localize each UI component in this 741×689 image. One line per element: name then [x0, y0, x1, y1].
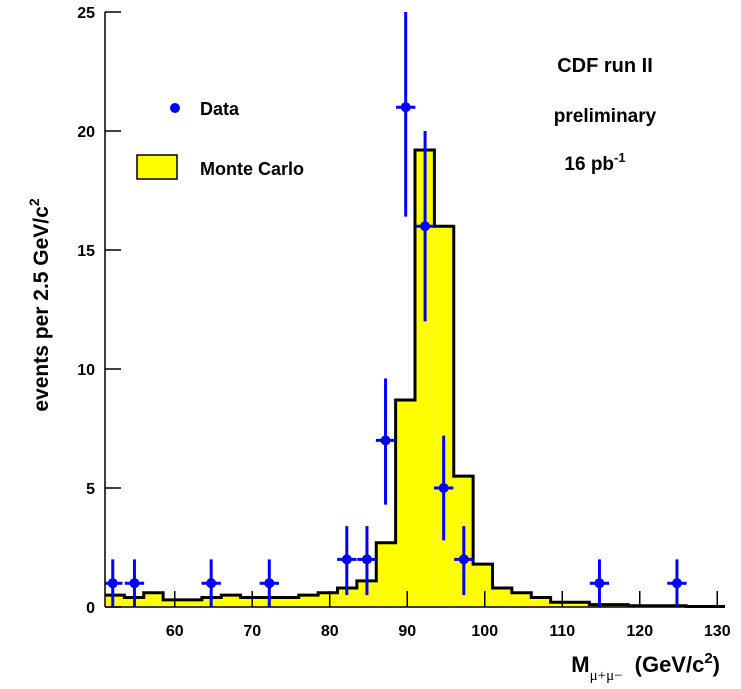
histogram-bar: [163, 599, 183, 607]
y-axis-title: events per 2.5 GeV/c: [30, 206, 53, 412]
y-tick-label: 0: [86, 600, 95, 617]
x-tick-label: 60: [166, 623, 184, 640]
legend-label: Data: [200, 99, 240, 119]
data-point: [107, 578, 118, 589]
x-axis-title: Mμ+μ− (GeV/c2): [571, 650, 720, 684]
annotation: CDF run II: [557, 55, 653, 77]
data-point: [129, 578, 140, 589]
data-point: [594, 578, 605, 589]
histogram-outline: [105, 148, 725, 609]
histogram-bar: [415, 150, 435, 608]
x-tick-label: 130: [704, 623, 731, 640]
data-point: [420, 221, 431, 232]
legend-label: Monte Carlo: [200, 159, 304, 179]
histogram-bar: [337, 587, 357, 607]
histogram-bar: [395, 399, 415, 607]
data-point: [380, 435, 391, 446]
histogram-bar: [511, 592, 532, 607]
histogram-bar: [550, 602, 570, 607]
x-tick-label: 90: [398, 623, 416, 640]
histogram-bar: [492, 587, 512, 607]
legend-marker: [170, 103, 180, 113]
data-point: [341, 554, 352, 565]
x-tick-label: 120: [626, 623, 653, 640]
histogram-bar: [531, 597, 551, 607]
annotation: preliminary: [554, 106, 657, 127]
y-axis-title: events per 2.5 GeV/c2: [26, 198, 53, 411]
x-axis-title-sub: μ+μ−: [590, 668, 623, 684]
x-axis-title-sup: 2: [704, 650, 712, 667]
x-axis-title: M: [571, 652, 589, 677]
histogram-bar: [279, 597, 299, 607]
histogram-bar: [298, 595, 319, 607]
histogram-bar: [221, 595, 241, 607]
data-point: [361, 554, 372, 565]
x-tick-label: 80: [321, 623, 339, 640]
histogram-bar: [318, 592, 338, 607]
y-tick-label: 20: [77, 124, 95, 141]
y-tick-label: 25: [77, 5, 95, 22]
y-tick-label: 15: [77, 243, 95, 260]
histogram-bar: [473, 564, 493, 607]
data-point: [438, 483, 449, 493]
annotation: 16 pb: [564, 154, 614, 175]
x-tick-label: 100: [471, 623, 498, 640]
annotation-sup: -1: [614, 150, 626, 165]
x-tick-label: 110: [549, 623, 575, 640]
annotation: 16 pb-1: [564, 150, 625, 175]
histogram-bar: [240, 597, 260, 607]
histogram-bar: [143, 592, 164, 607]
data-point: [400, 102, 411, 113]
histogram-bar: [434, 226, 454, 607]
y-axis-title-sup: 2: [26, 198, 42, 206]
histogram-bar: [105, 595, 125, 607]
y-tick-label: 5: [86, 481, 95, 498]
y-tick-label: 10: [77, 362, 95, 379]
x-axis-title-close: ): [713, 652, 720, 677]
x-axis-title-unit: (GeV/c: [635, 652, 705, 677]
histogram-bar: [570, 602, 590, 607]
data-point: [206, 578, 217, 589]
histogram-bar: [182, 599, 202, 607]
data-point: [458, 554, 469, 565]
x-tick-label: 70: [243, 623, 261, 640]
data-point: [671, 578, 682, 589]
legend-marker: [136, 154, 178, 180]
histogram-bar: [376, 542, 396, 607]
data-point: [264, 578, 275, 589]
